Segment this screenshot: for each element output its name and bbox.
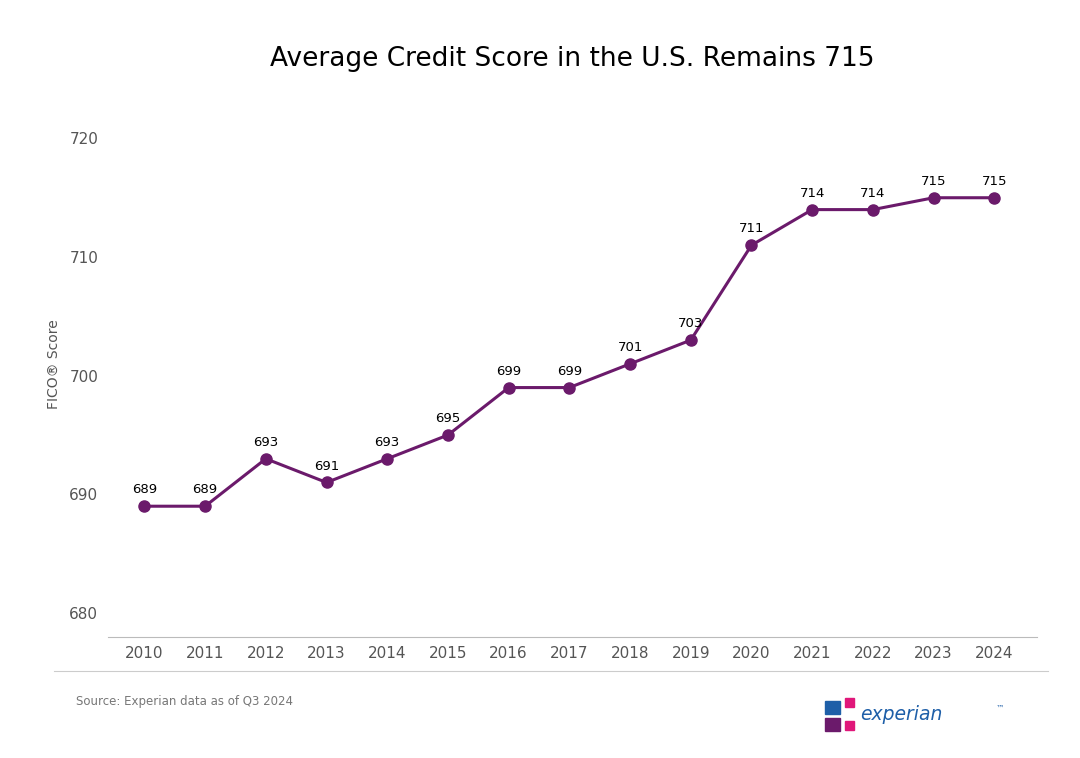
Point <box>804 204 821 216</box>
Y-axis label: FICO® Score: FICO® Score <box>46 319 60 409</box>
Text: 693: 693 <box>253 436 279 449</box>
Bar <box>845 721 854 729</box>
Point <box>986 192 1003 204</box>
Point <box>379 453 396 465</box>
Text: 714: 714 <box>799 187 825 200</box>
Point <box>440 429 457 441</box>
Text: 699: 699 <box>496 365 522 377</box>
Text: 715: 715 <box>982 175 1007 188</box>
Title: Average Credit Score in the U.S. Remains 715: Average Credit Score in the U.S. Remains… <box>270 46 875 72</box>
Text: ™: ™ <box>996 704 1004 713</box>
Text: experian: experian <box>860 705 942 724</box>
Text: 693: 693 <box>375 436 400 449</box>
Bar <box>825 719 840 731</box>
Text: 715: 715 <box>921 175 946 188</box>
Text: 689: 689 <box>132 484 157 496</box>
Text: 699: 699 <box>557 365 582 377</box>
Point <box>683 334 700 346</box>
Point <box>500 381 517 393</box>
Point <box>197 500 214 512</box>
Text: 703: 703 <box>678 318 703 330</box>
Point <box>318 477 335 489</box>
Point <box>561 381 578 393</box>
Text: 695: 695 <box>435 412 460 425</box>
Point <box>136 500 153 512</box>
Point <box>924 192 942 204</box>
Point <box>743 239 760 251</box>
Point <box>621 358 638 370</box>
Point <box>257 453 274 465</box>
Text: 689: 689 <box>192 484 218 496</box>
Text: Source: Experian data as of Q3 2024: Source: Experian data as of Q3 2024 <box>76 694 293 708</box>
Text: 701: 701 <box>618 341 643 354</box>
Bar <box>825 701 840 714</box>
Point <box>864 204 881 216</box>
Text: 714: 714 <box>860 187 886 200</box>
Bar <box>845 698 854 706</box>
Text: 711: 711 <box>739 223 765 236</box>
Text: 691: 691 <box>314 460 339 473</box>
